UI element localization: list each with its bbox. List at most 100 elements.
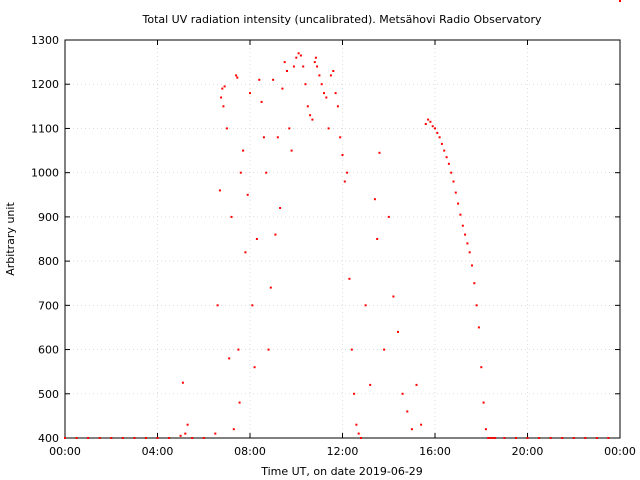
data-point	[445, 156, 448, 159]
data-point	[288, 127, 291, 130]
data-point	[471, 264, 473, 267]
data-point	[306, 105, 309, 108]
y-tick-label: 1100	[31, 122, 59, 135]
data-point	[304, 83, 307, 86]
data-point	[221, 87, 224, 90]
x-tick-label: 12:00	[327, 445, 359, 458]
data-point	[619, 0, 621, 2]
data-point	[401, 392, 404, 395]
data-point	[316, 65, 319, 68]
data-point	[225, 127, 228, 130]
y-axis: 400 500 600 700 800 900 1000 1100 1200 1300	[31, 34, 620, 445]
data-point	[424, 123, 427, 125]
data-point	[397, 330, 399, 333]
data-point	[457, 202, 460, 205]
data-point	[318, 74, 321, 77]
data-point	[276, 136, 279, 139]
x-tick-label: 20:00	[512, 445, 544, 458]
data-point	[461, 224, 464, 227]
data-point	[431, 125, 434, 128]
data-point	[218, 189, 221, 192]
data-point	[383, 348, 386, 351]
data-point	[357, 432, 360, 435]
data-point	[222, 105, 225, 108]
data-point	[320, 83, 323, 86]
data-point	[327, 127, 330, 130]
data-point	[378, 151, 381, 154]
data-point	[297, 52, 300, 55]
data-point	[503, 437, 506, 439]
x-tick-label: 16:00	[419, 445, 451, 458]
data-point	[191, 437, 194, 439]
data-point	[364, 304, 367, 307]
data-point	[415, 383, 418, 386]
data-point	[262, 136, 265, 139]
data-point	[549, 437, 552, 439]
data-point	[202, 437, 205, 439]
y-axis-label: Arbitrary unit	[4, 202, 17, 276]
data-point	[561, 437, 564, 439]
data-point	[64, 437, 66, 439]
data-point	[491, 437, 494, 439]
y-tick-label: 900	[38, 211, 59, 224]
y-tick-label: 1200	[31, 78, 59, 91]
data-point	[353, 392, 356, 395]
data-point	[464, 233, 467, 236]
data-point	[369, 383, 372, 386]
data-point	[244, 251, 247, 254]
data-point	[341, 154, 344, 156]
data-points	[64, 0, 621, 439]
data-point	[121, 437, 124, 439]
data-point	[406, 410, 409, 413]
data-point	[538, 437, 541, 439]
data-point	[480, 366, 483, 369]
y-tick-label: 1000	[31, 167, 59, 180]
data-point	[272, 78, 275, 81]
data-point	[179, 434, 182, 437]
data-point	[232, 428, 235, 431]
x-axis-label: Time UT, on date 2019-06-29	[260, 465, 423, 478]
data-point	[392, 295, 395, 298]
data-point	[255, 238, 258, 240]
data-point	[309, 114, 312, 117]
data-point	[295, 56, 298, 59]
data-point	[329, 74, 332, 77]
data-point	[595, 437, 598, 439]
data-point	[343, 180, 346, 183]
data-point	[228, 357, 231, 360]
data-point	[235, 74, 238, 77]
data-point	[468, 251, 471, 254]
data-point	[325, 96, 328, 99]
data-point	[334, 92, 337, 95]
data-point	[236, 76, 239, 79]
data-point	[484, 428, 487, 431]
data-point	[311, 118, 314, 121]
x-tick-label: 00:00	[604, 445, 636, 458]
y-tick-label: 800	[38, 255, 59, 268]
data-point	[466, 242, 469, 245]
data-point	[459, 213, 462, 216]
data-point	[447, 162, 450, 165]
data-point	[339, 136, 342, 139]
data-point	[376, 238, 379, 240]
data-point	[429, 120, 432, 123]
data-point	[258, 78, 261, 81]
data-point	[482, 401, 485, 404]
data-point	[443, 149, 446, 152]
data-point	[98, 437, 101, 439]
data-point	[454, 191, 457, 194]
data-point	[348, 277, 351, 280]
data-point	[246, 193, 249, 196]
data-point	[249, 92, 251, 95]
data-point	[572, 437, 575, 439]
data-point	[427, 118, 430, 121]
data-point	[584, 437, 587, 439]
data-point	[239, 171, 242, 174]
data-point	[323, 92, 325, 95]
data-point	[216, 304, 219, 307]
x-tick-label: 08:00	[234, 445, 266, 458]
data-point	[265, 171, 268, 174]
data-point	[452, 180, 455, 183]
x-tick-label: 04:00	[142, 445, 174, 458]
